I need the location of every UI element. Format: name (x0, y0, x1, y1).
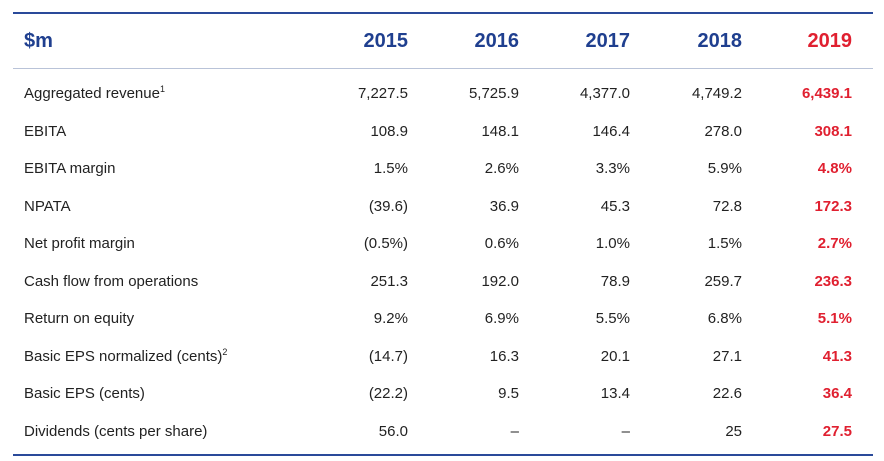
cell-2016: 9.5 (498, 385, 519, 403)
table-bottom-rule (13, 454, 873, 456)
table-row: Basic EPS (cents) (22.2) 9.5 13.4 22.6 36.4 (13, 375, 873, 413)
cell-2019: 41.3 (822, 347, 852, 365)
row-label: Aggregated revenue1 (13, 84, 313, 103)
header-year-2015: 2015 (363, 29, 409, 52)
table-row: EBITA margin 1.5% 2.6% 3.3% 5.9% 4.8% (13, 150, 873, 188)
table-row: Net profit margin (0.5%) 0.6% 1.0% 1.5% 2.7% (13, 225, 873, 263)
row-label: Net profit margin (13, 235, 313, 252)
table-row: EBITA 108.9 148.1 146.4 278.0 308.1 (13, 113, 873, 151)
cell-2018: 4,749.2 (691, 85, 742, 103)
cell-2017: 146.4 (592, 122, 630, 140)
row-label: EBITA (13, 123, 313, 140)
cell-2017: 3.3% (595, 160, 630, 178)
cell-2016: 2.6% (484, 160, 519, 178)
row-label: NPATA (13, 198, 313, 215)
table-body: Aggregated revenue1 7,227.5 5,725.9 4,377.0… (13, 69, 873, 450)
cell-2018: 6.8% (707, 310, 742, 328)
cell-2017: 45.3 (600, 197, 630, 215)
cell-2019: 5.1% (817, 310, 852, 328)
header-year-2019: 2019 (807, 29, 853, 52)
table-row: Cash flow from operations 251.3 192.0 78.9 2… (13, 263, 873, 301)
cell-2019: 308.1 (814, 122, 852, 140)
cell-2016: 5,725.9 (468, 85, 519, 103)
row-label-text: Return on equity (24, 310, 135, 328)
row-label: EBITA margin (13, 160, 313, 177)
cell-2019: 36.4 (822, 385, 852, 403)
cell-2019: 236.3 (814, 272, 852, 290)
cell-2016: 16.3 (489, 347, 519, 365)
footnote-marker: 2 (222, 346, 228, 357)
cell-2015: 56.0 (378, 422, 408, 440)
cell-2016: 36.9 (489, 197, 519, 215)
header-year-2016: 2016 (474, 29, 520, 52)
cell-2016: 192.0 (481, 272, 519, 290)
cell-2015: 7,227.5 (357, 85, 408, 103)
cell-2015: (22.2) (368, 385, 408, 403)
row-label: Return on equity (13, 310, 313, 327)
cell-2015: (0.5%) (363, 235, 408, 253)
cell-2016: – (510, 422, 519, 440)
cell-2015: 1.5% (373, 160, 408, 178)
cell-2018: 259.7 (704, 272, 742, 290)
cell-2017: 5.5% (595, 310, 630, 328)
table-header-row: $m 2015 2016 2017 2018 2019 (13, 14, 873, 69)
cell-2018: 72.8 (712, 197, 742, 215)
row-label: Basic EPS normalized (cents)2 (13, 346, 313, 365)
cell-2016: 148.1 (481, 122, 519, 140)
row-label-text: EBITA (24, 122, 67, 140)
cell-2015: 108.9 (370, 122, 408, 140)
cell-2016: 6.9% (484, 310, 519, 328)
cell-2015: (14.7) (368, 347, 408, 365)
cell-2018: 5.9% (707, 160, 742, 178)
table-top-rule (13, 12, 873, 14)
table-row: Dividends (cents per share) 56.0 – – 25 27.5 (13, 413, 873, 451)
cell-2017: – (621, 422, 630, 440)
table-row: Basic EPS normalized (cents)2 (14.7) 16.3 2… (13, 338, 873, 376)
cell-2018: 1.5% (707, 235, 742, 253)
row-label-text: Net profit margin (24, 235, 135, 253)
row-label-text: Basic EPS (cents) (24, 385, 145, 403)
row-label-text: Dividends (cents per share) (24, 422, 208, 440)
cell-2018: 27.1 (712, 347, 742, 365)
table-row: Aggregated revenue1 7,227.5 5,725.9 4,377.0… (13, 75, 873, 113)
cell-2017: 4,377.0 (579, 85, 630, 103)
row-label-text: NPATA (24, 197, 71, 215)
cell-2019: 172.3 (814, 197, 852, 215)
row-label-text: EBITA margin (24, 160, 116, 178)
cell-2018: 278.0 (704, 122, 742, 140)
cell-2017: 20.1 (600, 347, 630, 365)
cell-2016: 0.6% (484, 235, 519, 253)
cell-2017: 13.4 (600, 385, 630, 403)
cell-2015: 251.3 (370, 272, 408, 290)
footnote-marker: 1 (159, 84, 165, 95)
cell-2017: 78.9 (600, 272, 630, 290)
cell-2019: 27.5 (822, 422, 852, 440)
cell-2018: 22.6 (712, 385, 742, 403)
cell-2017: 1.0% (595, 235, 630, 253)
row-label-text: Cash flow from operations (24, 272, 199, 290)
row-label: Dividends (cents per share) (13, 423, 313, 440)
header-year-2018: 2018 (697, 29, 743, 52)
cell-2018: 25 (725, 422, 742, 440)
cell-2015: 9.2% (373, 310, 408, 328)
row-label: Basic EPS (cents) (13, 385, 313, 402)
cell-2019: 6,439.1 (801, 85, 852, 103)
header-unit-label: $m (24, 29, 53, 52)
cell-2019: 4.8% (817, 160, 852, 178)
cell-2019: 2.7% (817, 235, 852, 253)
financial-summary-table: $m 2015 2016 2017 2018 2019 Aggregated r… (13, 12, 873, 456)
row-label-text: Aggregated revenue (24, 85, 160, 103)
row-label: Cash flow from operations (13, 273, 313, 290)
table-row: Return on equity 9.2% 6.9% 5.5% 6.8% 5.1% (13, 300, 873, 338)
cell-2015: (39.6) (368, 197, 408, 215)
table-row: NPATA (39.6) 36.9 45.3 72.8 172.3 (13, 188, 873, 226)
header-year-2017: 2017 (585, 29, 631, 52)
row-label-text: Basic EPS normalized (cents) (24, 347, 223, 365)
